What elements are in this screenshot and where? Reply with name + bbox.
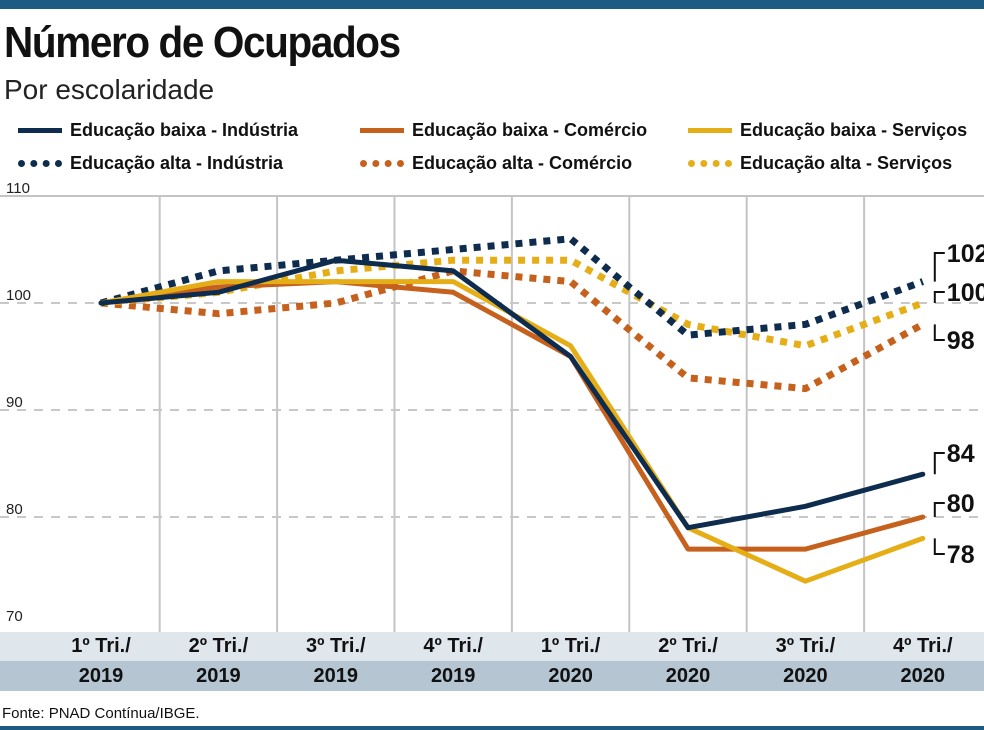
- legend-item: Educação baixa - Comércio: [360, 120, 647, 141]
- end-value-label: 78: [947, 541, 975, 569]
- x-tick-label: 3º Tri./: [775, 635, 836, 657]
- legend-swatch: [360, 128, 404, 133]
- legend-label: Educação baixa - Serviços: [740, 120, 968, 140]
- x-tick-label: 2020: [900, 665, 946, 687]
- chart-title: Número de Ocupados: [4, 18, 401, 67]
- end-label-leader: [933, 502, 945, 517]
- x-tick-label: 3º Tri./: [306, 635, 366, 657]
- legend-swatch: [360, 160, 404, 167]
- end-value-label: 98: [947, 327, 975, 355]
- x-tick-label: 2019: [313, 665, 359, 687]
- end-value-label: 100: [947, 279, 984, 307]
- series-line-1: [98, 257, 926, 531]
- legend-swatch: [18, 160, 62, 167]
- end-value-label: 102: [947, 240, 984, 268]
- x-tick-label: 2020: [665, 665, 711, 687]
- x-tick-label: 1º Tri./: [71, 635, 131, 657]
- x-tick-label: 2020: [783, 665, 828, 687]
- legend-item: Educação baixa - Indústria: [18, 120, 298, 141]
- legend-label: Educação baixa - Comércio: [412, 120, 648, 140]
- plot-area: 70 80 90 100 110 84 80 78 102 98 100: [0, 180, 984, 632]
- end-value-label: 84: [947, 440, 975, 468]
- x-axis-band-bottom: [0, 661, 984, 691]
- y-tick-label: 100: [6, 287, 31, 304]
- end-label-leader: [933, 252, 945, 282]
- legend-label: Educação alta - Indústria: [70, 153, 284, 173]
- y-tick-label: 110: [6, 180, 30, 197]
- legend-label: Educação baixa - Indústria: [70, 120, 299, 140]
- y-tick-label: 70: [6, 608, 23, 625]
- x-tick-label: 2º Tri./: [658, 635, 718, 657]
- series-line-6: [100, 256, 924, 350]
- source-note: Fonte: PNAD Contínua/IBGE.: [2, 705, 200, 722]
- legend-swatch: [688, 128, 732, 133]
- x-tick-label: 2019: [196, 665, 241, 687]
- legend-item: Educação alta - Comércio: [360, 153, 632, 174]
- end-label-leader: [933, 538, 945, 555]
- x-axis-band-top: [0, 632, 984, 661]
- end-label-leader: [933, 324, 945, 341]
- series-line-4: [100, 235, 924, 339]
- x-tick-label: 2º Tri./: [188, 635, 249, 657]
- legend-label: Educação alta - Comércio: [412, 153, 633, 173]
- y-tick-label: 80: [6, 501, 23, 518]
- x-tick-label: 2019: [78, 665, 124, 687]
- end-value-label: 80: [947, 490, 975, 518]
- x-tick-label: 1º Tri./: [540, 635, 601, 657]
- legend-item: Educação alta - Serviços: [688, 153, 952, 174]
- x-tick-label: 4º Tri./: [893, 635, 953, 657]
- bottom-bar: [0, 726, 984, 730]
- legend-item: Educação alta - Indústria: [18, 153, 283, 174]
- legend-swatch: [688, 160, 732, 167]
- x-tick-label: 2019: [430, 665, 476, 687]
- legend-swatch: [18, 128, 62, 133]
- y-tick-label: 90: [6, 394, 23, 411]
- x-tick-label: 4º Tri./: [423, 635, 483, 657]
- top-bar: [0, 0, 984, 9]
- legend-item: Educação baixa - Serviços: [688, 120, 967, 141]
- end-label-leader: [933, 452, 945, 475]
- legend-label: Educação alta - Serviços: [740, 153, 953, 173]
- end-label-leader: [933, 291, 945, 303]
- x-tick-label: 2020: [548, 665, 593, 687]
- chart-subtitle: Por escolaridade: [4, 74, 215, 105]
